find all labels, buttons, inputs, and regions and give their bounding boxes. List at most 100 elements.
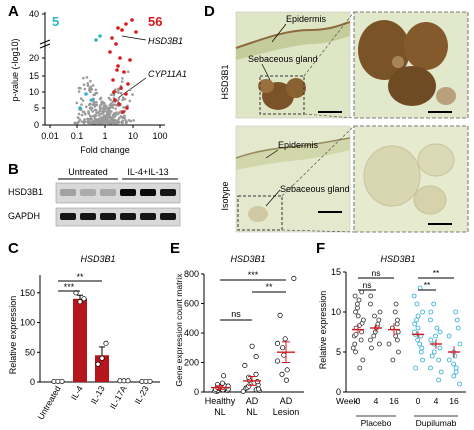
panel-a-dot-ns [119, 115, 122, 118]
panel-a-dot-ns [107, 116, 111, 119]
panel-a-dot-ns [98, 114, 101, 117]
panel-a-dot-ns [110, 121, 113, 125]
panel-e-point [284, 367, 290, 373]
panel-f-point-placebo [393, 301, 399, 307]
panel-a-dot-ns [91, 110, 95, 113]
panel-a-dot-ns [93, 105, 97, 108]
panel-c-x-label: IL-17A [108, 384, 129, 411]
panel-f-point-placebo [395, 349, 401, 355]
panel-a-dot-ns [91, 121, 95, 125]
panel-b-condition-untreated: Untreated [68, 167, 108, 177]
panel-a-y-tick-label: 5 [34, 103, 39, 113]
panel-b-band-hsd3b1 [140, 189, 156, 196]
panel-f-point-dupilumab [434, 325, 440, 331]
panel-a-dot-ns [131, 93, 134, 96]
panel-f-y-tick-label: 15 [331, 267, 341, 277]
panel-a-dot-ns [97, 111, 101, 115]
panel-d-row-isotype: Isotype [220, 181, 230, 210]
panel-f-point-dupilumab [455, 325, 461, 331]
panel-a-dot-up [113, 98, 117, 102]
panel-a-y-tick-label: 40 [29, 9, 39, 19]
panel-a-dot-ns [84, 112, 87, 116]
panel-a-dot-ns [91, 84, 95, 87]
panel-f-point-dupilumab [454, 317, 460, 323]
panel-d-connector-top-1 [303, 11, 355, 77]
panel-e-point [282, 336, 288, 342]
panel-a-dot-ns [108, 103, 112, 107]
panel-a-dot-ns [117, 88, 120, 92]
panel-a-dot-ns [127, 118, 131, 122]
panel-f-point-placebo [353, 349, 358, 355]
panel-b-band-gapdh [100, 213, 116, 220]
panel-f-point-placebo [372, 313, 377, 319]
panel-a-x-tick-label: 0.01 [41, 131, 59, 141]
panel-e-sig-1: ns [231, 309, 241, 319]
panel-f-point-placebo [369, 345, 374, 351]
panel-e-y-tick-label: 800 [184, 269, 199, 279]
panel-e-group-1-line2: NL [214, 407, 226, 417]
panel-a-dot-ns [100, 112, 103, 116]
panel-f-point-placebo [376, 317, 382, 323]
panel-f-point-dupilumab [417, 341, 423, 347]
panel-f-point-placebo [356, 297, 362, 303]
panel-a-y-tick-label: 15 [29, 71, 39, 81]
panel-a-dot-ns [82, 119, 86, 123]
panel-b-band-hsd3b1 [120, 189, 136, 196]
panel-d-image-isotype-zoom [353, 125, 469, 233]
panel-e-point [283, 377, 289, 383]
panel-c-x-label: IL-13 [88, 384, 106, 406]
panel-a-dot-ns [112, 93, 116, 97]
panel-f-point-dupilumab [428, 317, 433, 323]
panel-a-dot-up [111, 78, 115, 82]
panel-a-dot-ns [75, 101, 79, 105]
panel-e-point [280, 345, 286, 351]
panel-b-band-gapdh [120, 213, 136, 220]
panel-e-group-3-line2: Lesion [273, 407, 300, 417]
panel-b-label: B [8, 161, 19, 178]
panel-f-sig-3: ** [424, 280, 431, 290]
panel-d-ann-epidermis-top: Epidermis [286, 14, 327, 24]
panel-f-week-tick: 4 [374, 396, 379, 406]
panel-a-dot-up [117, 102, 121, 106]
panel-f-y-tick-label: 10 [331, 307, 341, 317]
panel-a-dot-ns [90, 117, 94, 121]
panel-c-y-label: Relative expression [8, 296, 18, 375]
panel-b-blot-top [55, 182, 181, 204]
panel-a-dot-ns [77, 120, 81, 123]
panel-e-y-label: Gene expression count matrix [174, 273, 184, 387]
panel-a-dot-ns [120, 80, 124, 83]
panel-b-row-gapdh: GAPDH [8, 211, 40, 221]
panel-a-dot-ns [73, 121, 77, 125]
panel-a-dot-down [98, 34, 102, 38]
panel-d-label: D [204, 3, 215, 20]
panel-a-dot-ns [99, 96, 103, 100]
panel-a-x-tick-label: 0.1 [71, 131, 84, 141]
panel-a-label: A [8, 3, 19, 20]
panel-a-dot-ns [108, 109, 111, 113]
panel-a-dot-ns [103, 104, 106, 108]
panel-f-point-dupilumab [418, 349, 424, 355]
panel-a-dot-ns [101, 100, 105, 104]
panel-f-point-dupilumab [420, 357, 426, 363]
panel-a-dot-ns [92, 102, 95, 106]
panel-a-x-tick-label: 1 [102, 131, 107, 141]
panel-a-dot-ns [95, 111, 98, 115]
panel-a-dot-ns [122, 106, 125, 109]
panel-a-dot-ns [82, 76, 85, 80]
panel-a-dot-ns [128, 88, 132, 92]
panel-a-dot-ns [114, 112, 117, 116]
panel-a-dot-ns [115, 121, 119, 124]
panel-b-row-hsd3b1: HSD3B1 [8, 187, 43, 197]
panel-f-point-placebo [358, 337, 364, 343]
panel-a-dot-ns [79, 97, 83, 100]
panel-c-x-label: Untreated [35, 384, 62, 422]
panel-a-dot-ns [99, 104, 102, 107]
panel-d-image-isotype-overview: Epidermis Sebaceous gland [235, 125, 351, 233]
panel-a-dot-up [118, 56, 122, 60]
panel-a-dot-ns [121, 116, 124, 120]
panel-c: C HSD3B1 Relative expression 0 50 100 150 Un… [8, 240, 160, 421]
panel-a-dot-down [90, 98, 94, 102]
panel-e-y-tick-label: 600 [184, 299, 199, 309]
panel-e-point [246, 374, 252, 380]
panel-e-point [249, 343, 255, 349]
